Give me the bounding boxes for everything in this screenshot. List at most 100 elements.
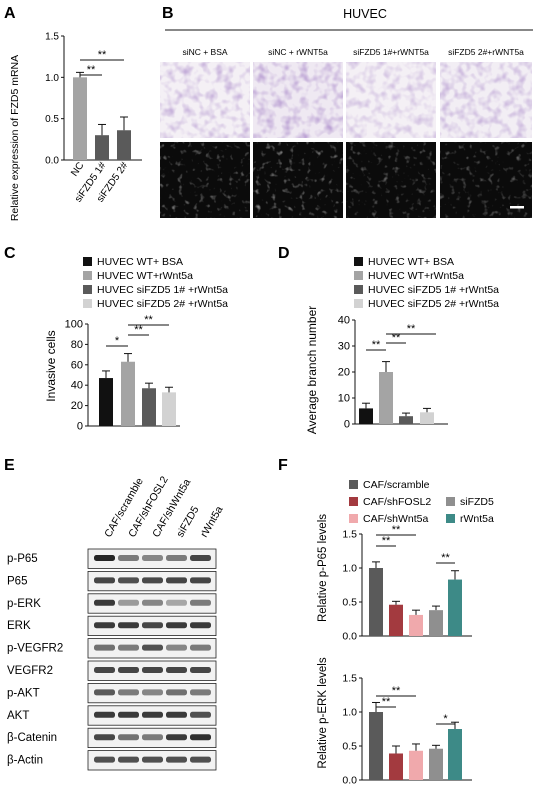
blot-e-band: [94, 711, 115, 718]
blot-e-band: [142, 734, 163, 741]
blot-e-band: [94, 622, 115, 629]
chart-f2-bar: [448, 729, 462, 780]
chart-d: Average branch number HUVEC WT+ BSA HUVEC…: [305, 256, 499, 434]
blot-e-band: [190, 644, 211, 651]
blot-e-band: [118, 644, 139, 651]
grid-b-col-1: siNC + BSA: [182, 47, 227, 57]
chart-c-ylabel: Invasive cells: [44, 330, 58, 401]
chart-c-bar: [121, 361, 135, 426]
chart-f2-y-tick-label: 0.0: [342, 775, 357, 787]
blot-e-lane-label: rWnt5a: [198, 504, 225, 539]
blot-e-band: [142, 667, 163, 673]
chart-c-legend-label: HUVEC siFZD5 2# +rWnt5a: [97, 298, 228, 310]
chart-c-legend-label: HUVEC WT+rWnt5a: [97, 270, 193, 282]
chart-f1-y-tick-label: 1.0: [342, 563, 357, 575]
blot-e-band: [118, 711, 139, 718]
chart-d-legend-label: HUVEC siFZD5 1# +rWnt5a: [368, 284, 499, 296]
chart-f2-sig-2-label: **: [392, 685, 401, 697]
blot-e-band: [190, 667, 211, 673]
blot-e-band: [166, 599, 187, 606]
chart-f2-ylabel: Relative p-ERK levels: [317, 657, 329, 768]
blot-e-band: [166, 756, 187, 763]
chart-d-y-tick-label: 20: [338, 367, 350, 379]
chart-a-sig-1-label: **: [87, 64, 96, 76]
chart-d-legend-label: HUVEC WT+ BSA: [368, 256, 454, 268]
chart-a-y-tick-label: 0.5: [45, 114, 59, 125]
panel-label-f: F: [278, 457, 288, 474]
blot-e-band: [142, 599, 163, 606]
blot-e-band: [94, 667, 115, 673]
blot-e-band: [190, 756, 211, 763]
grid-b-title: HUVEC: [343, 7, 387, 21]
chart-c-sig-3-label: **: [144, 314, 153, 326]
chart-f-legend-swatch: [446, 514, 455, 523]
panel-label-e: E: [4, 457, 15, 474]
blot-e-band: [190, 599, 211, 606]
chart-c-y-tick-label: 60: [71, 359, 83, 371]
chart-f2-bar: [389, 753, 403, 780]
blot-e-row-label: P65: [7, 575, 27, 587]
scale-bar: [510, 206, 524, 209]
chart-c-bar: [142, 388, 156, 426]
chart-a-x-tick-label: NC: [69, 160, 86, 178]
blot-e-band: [118, 689, 139, 696]
chart-f1-y-tick-label: 0.5: [342, 597, 357, 609]
blot-e-band: [94, 734, 115, 741]
blot-e-band: [166, 689, 187, 696]
panel-label-c: C: [4, 245, 16, 262]
blot-e-band: [142, 622, 163, 629]
image-grid-b: HUVEC siNC + BSA siNC + rWNT5a siFZD5 1#…: [160, 7, 533, 218]
blot-e-band: [190, 577, 211, 584]
grid-b-col-4: siFZD5 2#+rWNT5a: [448, 47, 524, 57]
chart-f2-bar: [409, 750, 423, 780]
chart-a-bar: [73, 77, 87, 160]
panel-label-b: B: [162, 5, 174, 22]
chart-c-sig-2-label: **: [134, 324, 143, 336]
chart-f2-sig-1-label: **: [382, 696, 391, 708]
chart-c-legend-swatch: [83, 257, 92, 266]
chart-c-bar: [99, 378, 113, 426]
chart-f1-ylabel: Relative p-P65 levels: [317, 514, 329, 622]
blot-e-band: [166, 711, 187, 718]
chart-f-legend-label: CAF/shFOSL2: [363, 496, 431, 508]
chart-f1-y-tick-label: 0.0: [342, 631, 357, 643]
blot-e-band: [118, 667, 139, 673]
chart-f2-bar: [369, 712, 383, 780]
blot-e-band: [190, 734, 211, 741]
blot-e-band: [142, 577, 163, 584]
chart-d-legend-swatch: [354, 285, 363, 294]
chart-d-legend-swatch: [354, 271, 363, 280]
chart-f1-sig-3-label: **: [441, 552, 450, 564]
blot-e-band: [142, 711, 163, 718]
blot-e-band: [142, 756, 163, 763]
chart-a-sig-2-label: **: [98, 49, 107, 61]
chart-f: Relative p-P65 levels Relative p-ERK lev…: [317, 479, 494, 787]
blot-e-band: [166, 577, 187, 584]
chart-a-bar: [117, 130, 131, 160]
blot-e-band: [118, 756, 139, 763]
blot-e-band: [166, 555, 187, 561]
chart-d-legend-label: HUVEC WT+rWnt5a: [368, 270, 464, 282]
chart-a: Relative expression of FZD5 mRNA 0.0 0.5 1…: [9, 32, 142, 221]
chart-d-legend-swatch: [354, 257, 363, 266]
grid-b-col-2: siNC + rWNT5a: [268, 47, 328, 57]
invasion-image-row: [160, 62, 532, 138]
chart-a-bar: [95, 135, 109, 160]
chart-a-y-tick-label: 0.0: [45, 156, 59, 167]
chart-f1-bar: [429, 610, 443, 636]
chart-d-sig-2-label: **: [392, 332, 401, 344]
chart-f-legend-label: CAF/scramble: [363, 479, 430, 491]
chart-c-legend-swatch: [83, 285, 92, 294]
tube-image-row: [160, 142, 532, 218]
blot-e-row-label: AKT: [7, 710, 29, 722]
chart-f2-bar: [429, 748, 443, 780]
chart-c-legend-swatch: [83, 271, 92, 280]
chart-d-y-tick-label: 30: [338, 341, 350, 353]
blot-e-band: [94, 644, 115, 651]
chart-f-legend-label: rWnt5a: [460, 513, 494, 525]
blot-e-band: [166, 667, 187, 673]
blot-e-band: [190, 555, 211, 561]
blot-e-band: [142, 555, 163, 561]
chart-d-ylabel: Average branch number: [305, 306, 319, 435]
